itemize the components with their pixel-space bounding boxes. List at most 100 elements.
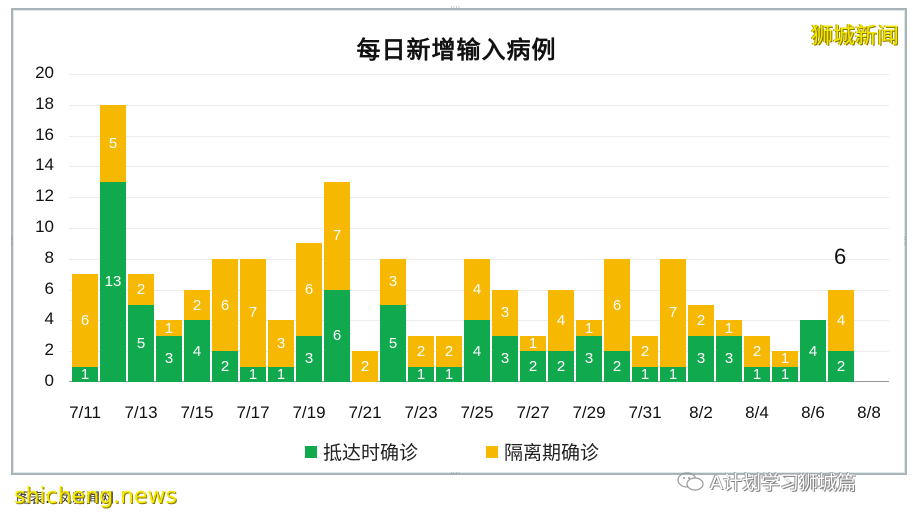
resize-handle-left[interactable]: ····: [7, 236, 16, 247]
segment-quarantine: 1: [520, 335, 546, 352]
resize-handle-bottom[interactable]: ····: [450, 469, 461, 478]
legend-swatch-orange: [486, 445, 499, 458]
x-tick-label: 8/4: [745, 403, 769, 422]
legend-label: 抵达时确诊: [323, 442, 419, 464]
segment-arrival: 3: [492, 335, 518, 382]
gridline: [69, 197, 889, 199]
y-tick-label: 2: [44, 340, 54, 360]
segment-arrival: 2: [520, 351, 546, 382]
x-tick-label: 7/17: [236, 403, 270, 422]
gridline: [69, 74, 889, 75]
segment-arrival: 1: [436, 366, 462, 382]
segment-arrival: 3: [576, 335, 602, 382]
x-tick-label: 8/2: [689, 403, 713, 422]
chart-frame: [11, 8, 907, 475]
y-tick-label: 0: [44, 371, 54, 390]
bar-7/21: 2: [352, 351, 378, 382]
x-tick-label: 7/31: [628, 403, 662, 422]
watermark-bottom-left: shicheng.news: [14, 484, 177, 509]
y-tick-label: 6: [44, 278, 54, 298]
x-tick-label: 7/15: [180, 403, 214, 422]
gridline: [69, 135, 889, 137]
segment-quarantine: 2: [184, 289, 210, 321]
y-tick-label: 20: [35, 63, 54, 82]
bar-7/12: 13 5: [100, 104, 126, 382]
total-annotation: 6: [834, 243, 847, 269]
y-tick-label: 16: [35, 124, 54, 144]
segment-arrival: 1: [660, 366, 686, 382]
resize-handle-right[interactable]: ····: [900, 236, 909, 247]
segment-quarantine: 7: [324, 181, 350, 290]
x-tick-label: 7/25: [460, 403, 494, 422]
y-tick-label: 4: [44, 309, 54, 329]
segment-arrival: 5: [128, 305, 154, 382]
segment-quarantine: 1: [716, 320, 742, 336]
gridline: [69, 166, 889, 168]
segment-quarantine: 3: [492, 289, 518, 336]
segment-quarantine: 4: [548, 289, 574, 352]
segment-quarantine: 1: [576, 320, 602, 336]
legend-label: 隔离期确诊: [504, 442, 600, 464]
y-tick-label: 10: [35, 217, 54, 236]
watermark-text: A计划学习狮城篇: [710, 472, 856, 494]
segment-arrival: 1: [744, 366, 770, 382]
segment-quarantine: 2: [352, 351, 378, 382]
segment-quarantine: 2: [632, 335, 658, 367]
segment-arrival: 1: [240, 366, 266, 382]
segment-quarantine: 6: [604, 258, 630, 352]
wechat-icon: [677, 471, 704, 491]
segment-quarantine: 2: [744, 335, 770, 367]
x-tick-label: 7/23: [404, 403, 438, 422]
legend-swatch-green: [305, 445, 317, 458]
segment-arrival: 3: [716, 335, 742, 382]
chart-title: 每日新增输入病例: [356, 36, 557, 64]
segment-arrival: 4: [184, 320, 210, 382]
x-tick-label: 8/6: [801, 403, 825, 422]
segment-arrival: 6: [324, 289, 350, 382]
segment-quarantine: 1: [772, 351, 798, 367]
segment-arrival: 2: [828, 351, 854, 382]
segment-arrival: 4: [800, 320, 826, 382]
segment-quarantine: 2: [128, 274, 154, 305]
gridline: [69, 228, 889, 229]
segment-arrival: 3: [296, 335, 322, 382]
segment-quarantine: 3: [380, 258, 406, 305]
segment-arrival: 1: [408, 366, 434, 382]
segment-quarantine: 6: [212, 258, 238, 352]
segment-quarantine: 5: [100, 104, 126, 182]
x-tick-label: 7/29: [572, 403, 606, 422]
segment-quarantine: 7: [660, 258, 686, 367]
plot-area: 1 6 13 5 5 2 3 1 4 2 2 6 1 7 1 3 3 6 6 7 2 5 3 1 2 1 2 4 4 3 3 2 1 2 4 3 1 2 6…: [69, 74, 889, 382]
segment-arrival: 2: [604, 351, 630, 382]
segment-quarantine: 3: [268, 320, 294, 367]
resize-handle-top[interactable]: ····: [450, 3, 461, 12]
y-tick-label: 18: [35, 93, 54, 113]
segment-quarantine: 6: [72, 274, 98, 367]
caption-underlay: 图表：凤新闻网: [16, 491, 114, 507]
segment-arrival: 2: [548, 351, 574, 382]
segment-arrival: 5: [380, 305, 406, 382]
segment-quarantine: 4: [464, 258, 490, 321]
legend-item-quarantine: 隔离期确诊: [486, 438, 599, 465]
x-tick-label: 7/13: [124, 403, 158, 422]
y-tick-label: 8: [44, 247, 54, 267]
